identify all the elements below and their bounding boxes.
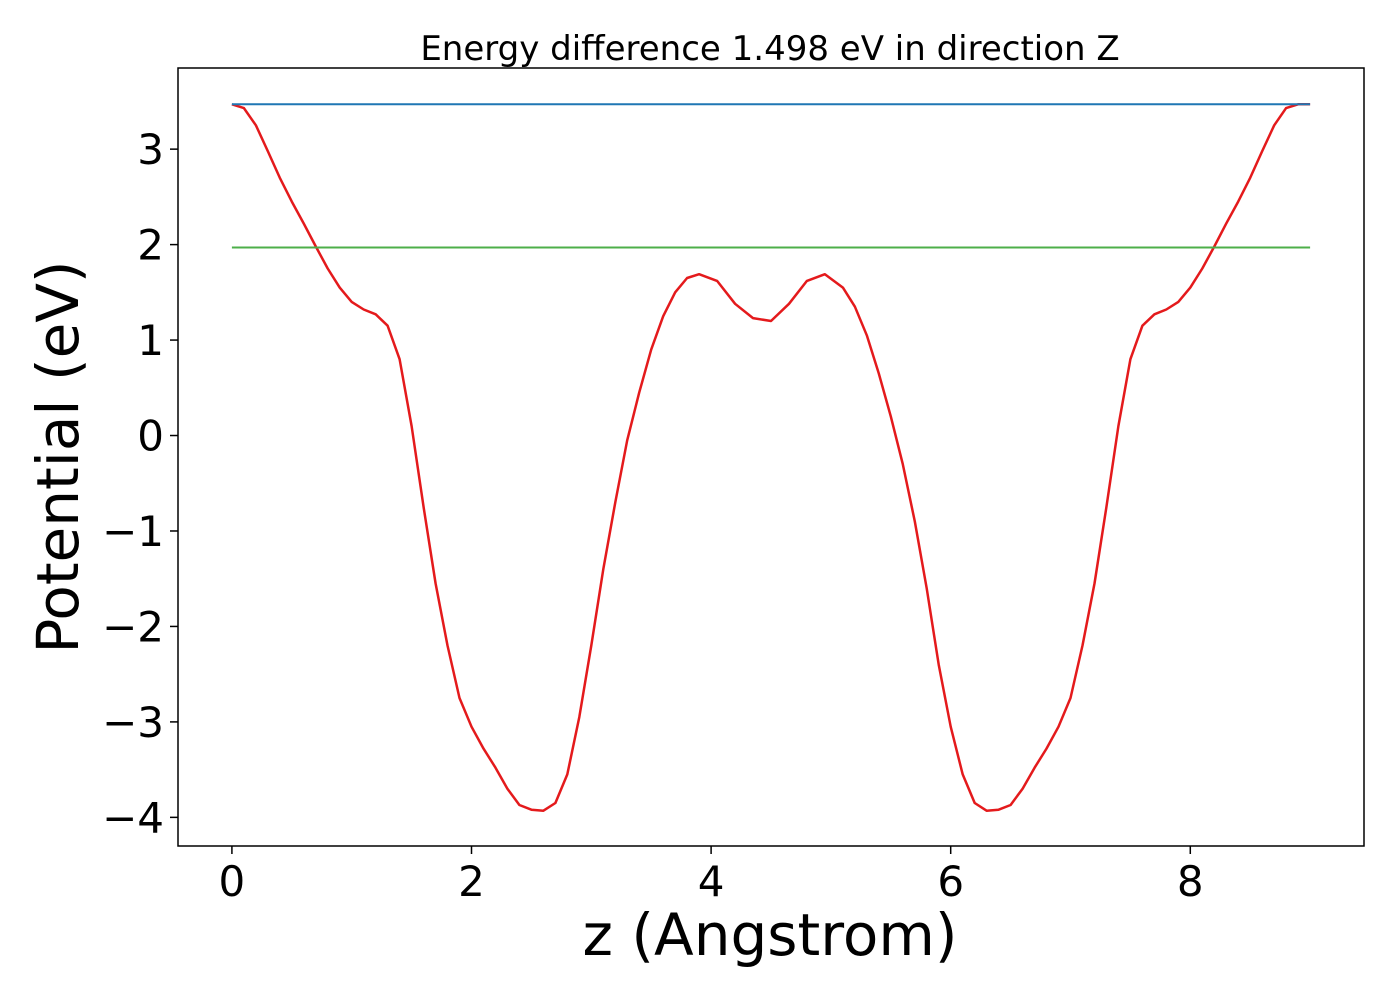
x-tick-label: 0 [219, 857, 246, 906]
y-tick-label: −2 [102, 602, 164, 651]
y-tick-label: 3 [137, 125, 164, 174]
x-tick-label: 2 [458, 857, 485, 906]
y-tick-label: 2 [137, 221, 164, 270]
x-axis-label: z (Angstrom) [583, 901, 958, 969]
x-ticks: 0 2 4 6 8 [219, 846, 1204, 906]
y-tick-label: −3 [102, 698, 164, 747]
series-layer [231, 103, 1311, 812]
y-tick-label: 1 [137, 316, 164, 365]
y-tick-label: −1 [102, 507, 164, 556]
series-line-0 [231, 103, 1311, 812]
x-tick-label: 6 [937, 857, 964, 906]
x-tick-label: 8 [1177, 857, 1204, 906]
y-ticks: −4 −3 −2 −1 0 1 2 3 [102, 125, 178, 842]
plot-frame [177, 67, 1365, 847]
y-tick-label: 0 [137, 412, 164, 461]
y-axis-label: Potential (eV) [24, 260, 92, 653]
chart-title: Energy difference 1.498 eV in direction … [420, 29, 1119, 69]
y-tick-label: −4 [102, 793, 164, 842]
x-tick-label: 4 [698, 857, 725, 906]
